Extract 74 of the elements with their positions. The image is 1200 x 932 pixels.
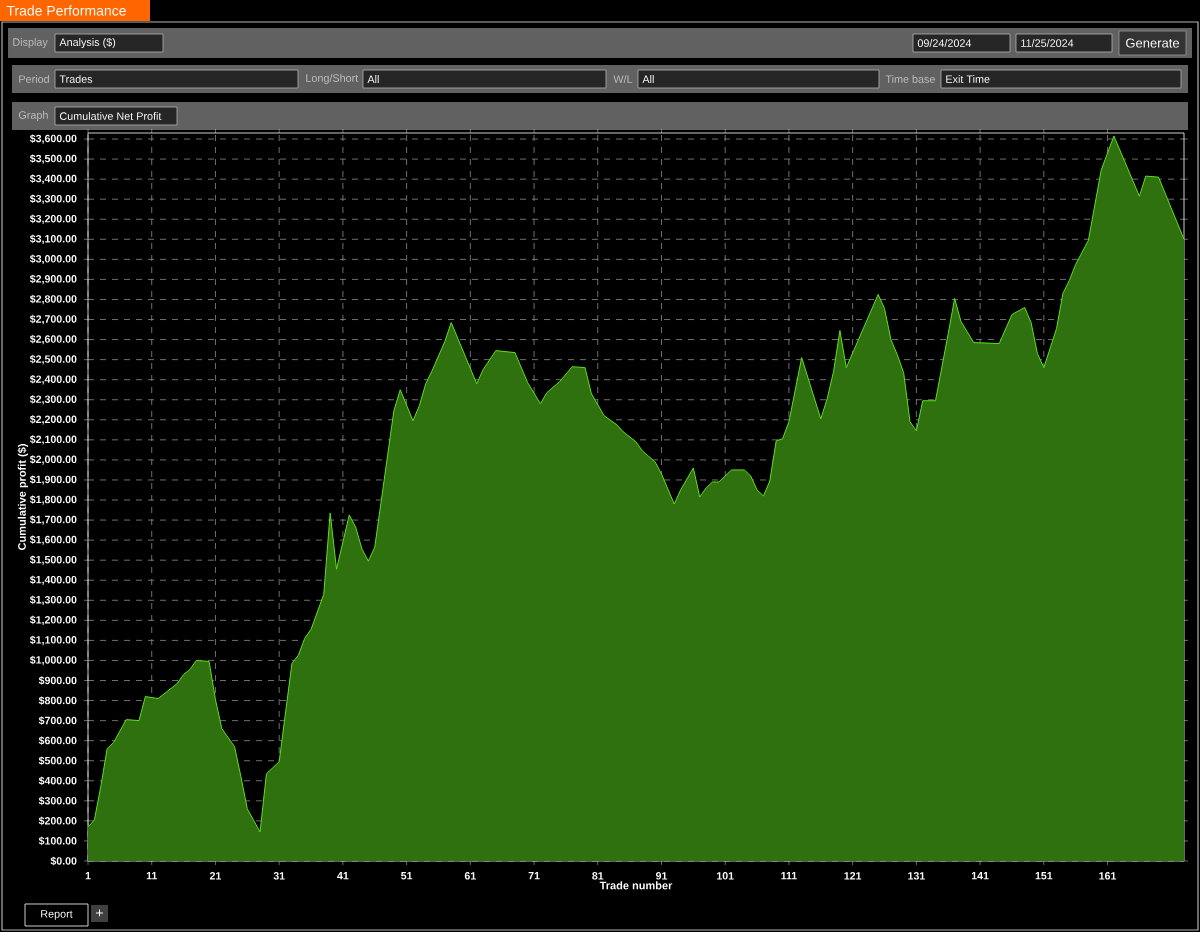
x-tick-label: 71 — [528, 872, 540, 880]
x-tick-label: 51 — [401, 872, 413, 880]
y-tick-label: $1,500.00 — [29, 555, 77, 565]
y-tick-label: $3,600.00 — [29, 134, 77, 144]
y-tick-label: $0.00 — [50, 856, 77, 866]
y-tick-label: $3,200.00 — [29, 214, 77, 224]
y-tick-label: $2,200.00 — [29, 415, 77, 425]
x-tick-label: 131 — [908, 872, 925, 880]
x-tick-label: 31 — [273, 872, 285, 880]
text: Period — [19, 75, 49, 83]
y-tick-label: $1,800.00 — [29, 495, 77, 505]
text: 09/24/2024 — [917, 39, 972, 47]
text: Display — [13, 37, 48, 49]
text: Exit Time — [946, 75, 990, 83]
y-tick-label: $100.00 — [38, 836, 77, 846]
text: Cumulative Net Profit — [59, 112, 162, 120]
text: All — [367, 75, 379, 83]
y-tick-label: $800.00 — [38, 696, 77, 705]
y-tick-label: $700.00 — [38, 716, 77, 725]
text: W/L — [613, 75, 633, 83]
y-tick-label: $400.00 — [38, 776, 77, 786]
text: 11/25/2024 — [1021, 39, 1074, 47]
y-tick-label: $2,900.00 — [29, 274, 77, 285]
x-tick-label: 61 — [464, 872, 476, 880]
y-tick-label: $1,700.00 — [29, 515, 77, 525]
y-tick-label: $500.00 — [38, 756, 77, 766]
text: All — [642, 75, 654, 83]
text: + — [96, 909, 103, 917]
x-tick-label: 141 — [971, 872, 989, 880]
x-tick-label: 81 — [592, 872, 604, 880]
x-tick-label: 21 — [209, 872, 222, 880]
x-tick-label: 161 — [1099, 872, 1117, 880]
y-tick-label: $3,500.00 — [29, 154, 77, 164]
x-tick-label: 91 — [655, 872, 668, 880]
x-tick-label: 1 — [85, 872, 91, 880]
text: Report — [41, 910, 73, 920]
text: Graph — [18, 110, 48, 122]
y-tick-label: $300.00 — [38, 796, 77, 806]
y-tick-label: $2,100.00 — [29, 435, 77, 445]
y-tick-label: $3,000.00 — [29, 254, 77, 265]
x-tick-label: 121 — [844, 872, 862, 880]
y-tick-label: $2,400.00 — [29, 374, 77, 385]
y-tick-label: $2,500.00 — [29, 354, 77, 365]
y-tick-label: $1,200.00 — [29, 615, 77, 626]
y-tick-label: $2,800.00 — [29, 294, 77, 305]
x-tick-label: 101 — [717, 872, 734, 880]
y-tick-label: $1,000.00 — [29, 655, 77, 666]
y-tick-label: $1,300.00 — [29, 595, 77, 606]
text: Generate — [1126, 38, 1180, 48]
y-tick-label: $2,700.00 — [29, 314, 77, 325]
x-axis-title: Trade number — [599, 881, 673, 890]
y-tick-label: $200.00 — [38, 816, 77, 826]
y-tick-label: $2,600.00 — [29, 334, 77, 345]
x-tick-label: 111 — [781, 872, 797, 880]
y-tick-label: $1,900.00 — [29, 475, 77, 485]
y-axis-title: Cumulative profit ($) — [17, 444, 29, 551]
x-tick-label: 151 — [1035, 872, 1053, 880]
y-tick-label: $3,400.00 — [29, 174, 77, 184]
text: Time base — [885, 75, 935, 83]
y-tick-label: $2,300.00 — [29, 394, 77, 405]
x-tick-label: 41 — [337, 872, 349, 880]
y-tick-label: $3,300.00 — [29, 194, 77, 204]
y-tick-label: $1,100.00 — [29, 635, 77, 646]
y-tick-label: $2,000.00 — [29, 455, 77, 465]
x-tick-label: 11 — [146, 872, 158, 880]
text: Analysis ($) — [59, 37, 116, 49]
text: Long/Short — [306, 73, 359, 85]
text: Trades — [59, 75, 93, 83]
y-tick-label: $3,100.00 — [29, 234, 77, 245]
chart-title: Trade Performance — [6, 5, 126, 16]
y-tick-label: $900.00 — [38, 676, 77, 685]
y-tick-label: $1,600.00 — [29, 535, 77, 545]
y-tick-label: $600.00 — [38, 736, 77, 745]
y-tick-label: $1,400.00 — [29, 575, 77, 585]
